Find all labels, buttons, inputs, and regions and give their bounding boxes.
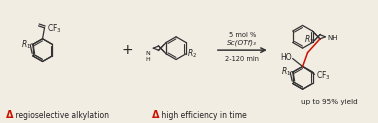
Text: $R_1$: $R_1$	[282, 66, 292, 78]
Text: 2-120 min: 2-120 min	[225, 56, 259, 62]
Text: high efficiency in time: high efficiency in time	[159, 111, 247, 120]
Text: $R_2$: $R_2$	[304, 34, 314, 46]
Text: NH: NH	[327, 35, 338, 41]
Text: N
H: N H	[146, 51, 150, 62]
Text: +: +	[121, 43, 133, 57]
Text: Δ: Δ	[6, 110, 13, 120]
Text: up to 95% yield: up to 95% yield	[301, 99, 358, 105]
Text: CF$_3$: CF$_3$	[316, 69, 330, 82]
Text: 5 mol %: 5 mol %	[229, 32, 256, 38]
Text: HO: HO	[280, 53, 291, 62]
Text: $R_2$: $R_2$	[187, 48, 197, 60]
Text: regioselective alkylation: regioselective alkylation	[12, 111, 108, 120]
Text: Sc(OTf)₃: Sc(OTf)₃	[227, 40, 257, 46]
Text: $R_1$: $R_1$	[22, 38, 32, 51]
Text: CF$_3$: CF$_3$	[46, 23, 61, 35]
Text: Δ: Δ	[152, 110, 160, 120]
